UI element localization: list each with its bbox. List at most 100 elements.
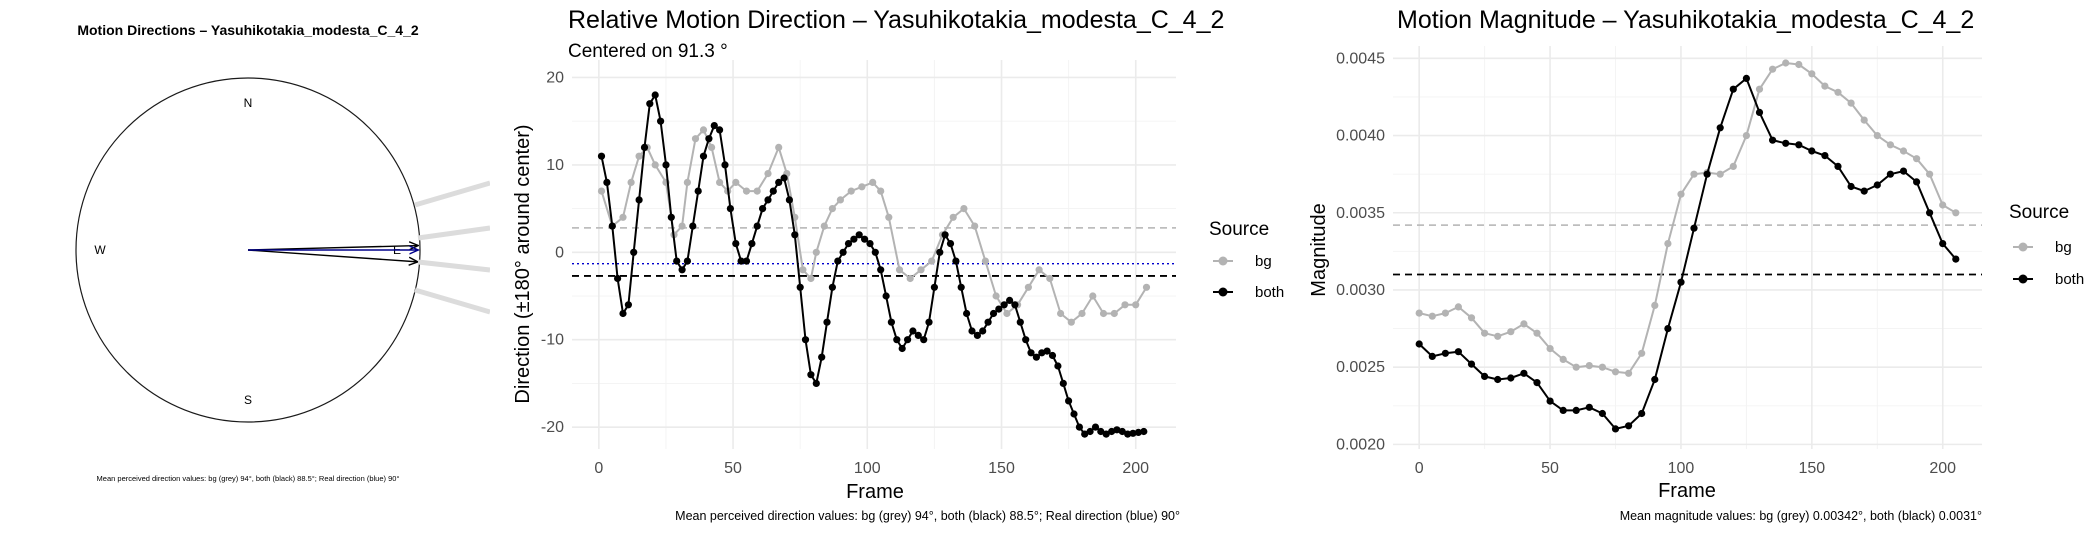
point-both xyxy=(1834,162,1842,170)
point-both xyxy=(716,126,724,134)
point-bg xyxy=(1067,318,1075,326)
point-bg xyxy=(1572,363,1580,371)
point-both xyxy=(1102,430,1110,438)
point-both xyxy=(673,257,681,265)
point-bg xyxy=(699,126,708,134)
point-bg xyxy=(732,178,740,186)
point-both xyxy=(1899,167,1908,175)
direction-legend-label-both: both xyxy=(1255,284,1284,301)
point-both xyxy=(1860,187,1868,195)
point-bg xyxy=(1873,132,1881,140)
point-both xyxy=(1481,372,1489,380)
point-both xyxy=(1415,340,1423,348)
point-both xyxy=(946,240,955,248)
magnitude-y-axis-title: Magnitude xyxy=(1308,203,1330,296)
compass-label-north: N xyxy=(244,96,253,110)
point-both xyxy=(968,327,976,335)
point-both xyxy=(721,161,729,169)
point-bg xyxy=(836,196,845,204)
point-both xyxy=(925,318,933,326)
point-bg xyxy=(1611,368,1620,376)
point-both xyxy=(1873,181,1881,189)
point-both xyxy=(1467,360,1476,368)
point-bg xyxy=(1821,82,1829,90)
y-tick-label: 0.0045 xyxy=(1336,50,1385,67)
direction-grid xyxy=(572,60,1176,449)
direction-y-ticks: -20 -10 0 10 20 xyxy=(541,69,564,436)
point-both xyxy=(1006,296,1014,304)
point-bg xyxy=(1507,328,1515,336)
point-bg xyxy=(1428,312,1436,320)
point-both xyxy=(694,187,702,195)
point-bg xyxy=(992,292,1000,300)
point-both xyxy=(941,231,949,239)
point-both xyxy=(984,318,992,326)
point-both xyxy=(1129,429,1137,437)
point-both xyxy=(764,196,772,204)
point-both xyxy=(1952,255,1960,263)
point-bg xyxy=(1110,309,1118,318)
point-bg xyxy=(775,143,783,151)
point-both xyxy=(1742,74,1750,82)
point-bg xyxy=(1952,209,1960,217)
point-both xyxy=(1546,397,1554,405)
point-both xyxy=(989,309,998,318)
point-both xyxy=(689,222,697,230)
point-both xyxy=(1559,406,1567,414)
point-bg xyxy=(820,222,828,230)
point-bg xyxy=(812,248,820,256)
point-both xyxy=(603,178,611,186)
point-both xyxy=(1065,397,1073,405)
point-both xyxy=(963,309,971,318)
point-both xyxy=(1070,410,1078,418)
point-both xyxy=(635,196,643,204)
direction-legend-label-bg: bg xyxy=(1255,253,1272,270)
compass-panel: Motion Directions – Yasuhikotakia_modest… xyxy=(75,0,510,533)
point-bg xyxy=(1834,88,1842,96)
point-bg xyxy=(1494,332,1502,340)
point-both xyxy=(1086,427,1094,436)
point-bg xyxy=(1755,85,1764,93)
point-both xyxy=(887,318,896,326)
compass-grey-rays xyxy=(414,180,491,315)
point-bg xyxy=(1585,362,1593,370)
point-both xyxy=(759,205,767,213)
point-bg xyxy=(1769,65,1777,73)
x-tick-label: 50 xyxy=(1541,460,1559,477)
x-tick-label: 50 xyxy=(724,460,742,477)
compass-title: Motion Directions – Yasuhikotakia_modest… xyxy=(77,22,419,38)
y-tick-label: -10 xyxy=(541,332,564,349)
point-both xyxy=(844,240,853,248)
series-both xyxy=(1415,74,1960,433)
x-tick-label: 200 xyxy=(1929,460,1956,477)
point-bg xyxy=(1441,309,1449,317)
point-both xyxy=(1091,423,1100,431)
point-bg xyxy=(1467,314,1476,322)
point-both xyxy=(1075,423,1083,431)
point-bg xyxy=(753,187,761,195)
point-bg xyxy=(1899,147,1908,155)
x-tick-label: 200 xyxy=(1122,460,1149,477)
point-bg xyxy=(885,213,893,221)
y-tick-label: -20 xyxy=(541,419,564,436)
compass-arrows xyxy=(247,246,418,262)
point-both xyxy=(877,266,885,274)
point-bg xyxy=(635,152,643,160)
point-both xyxy=(1140,427,1148,436)
point-both xyxy=(1043,347,1051,355)
point-bg xyxy=(1132,301,1140,309)
point-bg xyxy=(1003,309,1011,318)
point-bg xyxy=(1847,99,1855,107)
point-bg xyxy=(807,274,815,283)
point-both xyxy=(952,257,960,265)
series-line-bg xyxy=(600,128,1148,324)
point-both xyxy=(1494,375,1502,384)
point-both xyxy=(920,336,928,344)
magnitude-legend-label-bg: bg xyxy=(2055,239,2072,256)
point-bg xyxy=(1546,345,1554,353)
point-bg xyxy=(949,213,957,221)
point-both xyxy=(801,336,810,344)
point-bg xyxy=(1035,266,1043,274)
point-both xyxy=(748,240,756,248)
